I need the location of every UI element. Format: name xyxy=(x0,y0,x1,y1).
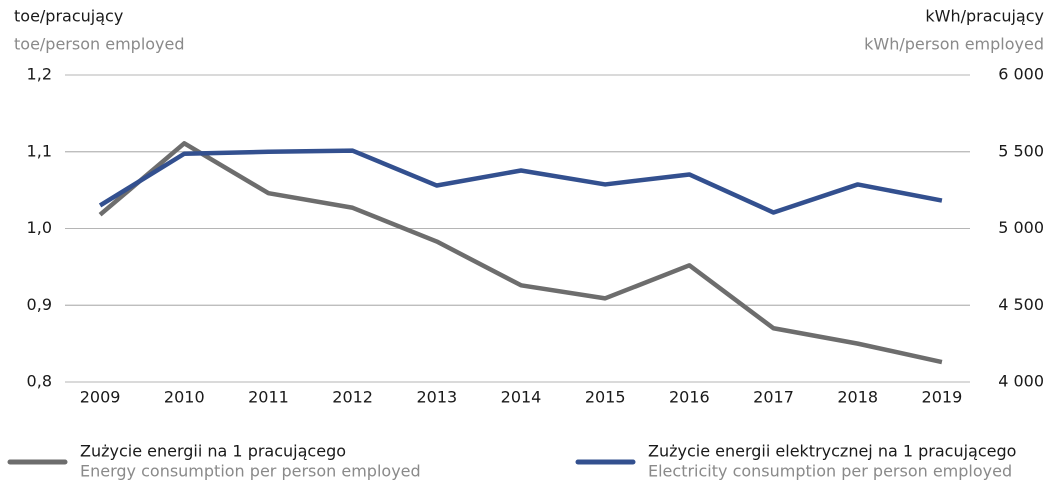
y2-tick-label: 5 500 xyxy=(998,141,1044,160)
y-tick-label: 0,9 xyxy=(27,295,52,314)
legend-label: Zużycie energii elektrycznej na 1 pracuj… xyxy=(648,442,1016,461)
y-tick-label: 1,1 xyxy=(27,141,52,160)
y2-tick-label: 5 000 xyxy=(998,218,1044,237)
x-tick-label: 2015 xyxy=(585,388,626,407)
x-tick-label: 2010 xyxy=(164,388,205,407)
y2-tick-label: 6 000 xyxy=(998,65,1044,84)
x-tick-label: 2013 xyxy=(416,388,457,407)
x-tick-label: 2011 xyxy=(248,388,289,407)
y-tick-label: 1,0 xyxy=(27,218,52,237)
x-tick-label: 2018 xyxy=(837,388,878,407)
series-line xyxy=(98,148,943,215)
y2-axis-label-en: kWh/person employed xyxy=(864,35,1044,54)
legend-label-en: Electricity consumption per person emplo… xyxy=(648,462,1012,481)
legend-label: Zużycie energii na 1 pracującego xyxy=(80,442,346,461)
series-line xyxy=(98,141,943,365)
y-tick-label: 0,8 xyxy=(27,372,52,391)
y-tick-label: 1,2 xyxy=(27,65,52,84)
x-tick-label: 2016 xyxy=(669,388,710,407)
y2-tick-label: 4 000 xyxy=(998,372,1044,391)
x-tick-label: 2019 xyxy=(922,388,963,407)
legend-label-en: Energy consumption per person employed xyxy=(80,462,421,481)
y-axis-label: toe/pracujący xyxy=(14,7,123,26)
x-tick-label: 2017 xyxy=(753,388,794,407)
x-tick-label: 2014 xyxy=(501,388,542,407)
x-tick-label: 2009 xyxy=(80,388,121,407)
y2-tick-label: 4 500 xyxy=(998,295,1044,314)
y2-axis-label: kWh/pracujący xyxy=(925,7,1044,26)
x-tick-label: 2012 xyxy=(332,388,373,407)
y-axis-label-en: toe/person employed xyxy=(14,35,185,54)
